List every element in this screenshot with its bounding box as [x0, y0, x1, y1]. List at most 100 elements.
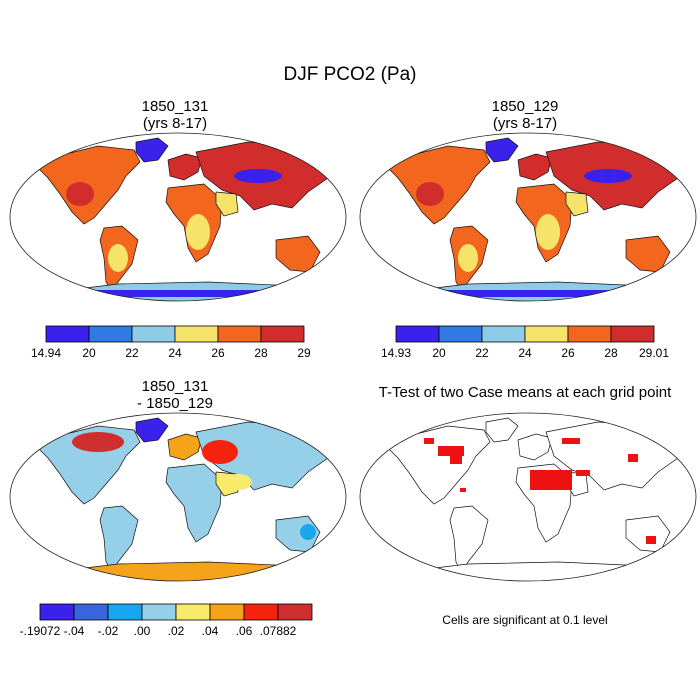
colorbar-label: 28: [604, 346, 618, 360]
map-border: [9, 412, 347, 582]
data-region: [458, 244, 478, 272]
colorbar-swatch: [45, 325, 90, 343]
colorbar-swatch: [217, 325, 262, 343]
panel-title-top-right: 1850_129 (yrs 8-17): [425, 98, 625, 132]
data-region: [224, 474, 252, 490]
colorbar-label: 29.01: [639, 346, 669, 360]
colorbar-swatch: [438, 325, 483, 343]
land-arabia: [565, 191, 589, 217]
colorbar-swatch: [481, 325, 526, 343]
colorbar-label: 20: [82, 346, 96, 360]
land-europe: [517, 153, 553, 181]
colorbar-label: .07882: [260, 624, 297, 638]
data-region: [58, 290, 298, 297]
data-region: [628, 454, 638, 462]
data-region: [530, 470, 572, 490]
colorbar-label: 20: [432, 346, 446, 360]
data-region: [416, 182, 444, 206]
map-bottom-right: [359, 412, 697, 582]
data-region: [562, 438, 580, 444]
colorbar-label: -.19072: [20, 624, 61, 638]
colorbar-label: 24: [518, 346, 532, 360]
colorbar-swatch: [174, 325, 219, 343]
data-region: [234, 169, 282, 183]
colorbar-swatch: [88, 325, 133, 343]
panel-title-bottom-left: 1850_131 - 1850_129: [75, 378, 275, 412]
data-region: [450, 456, 462, 464]
colorbar-label: -.02: [98, 624, 119, 638]
data-region: [646, 536, 656, 544]
colorbar-label: 26: [211, 346, 225, 360]
land-greenland: [135, 137, 169, 163]
colorbar-swatch: [524, 325, 569, 343]
panel-title-line1: 1850_129: [491, 98, 559, 115]
data-region: [408, 290, 648, 297]
panel-title-line1: 1850_131: [141, 98, 209, 115]
colorbar-label: .04: [202, 624, 219, 638]
colorbar-swatch: [107, 603, 143, 621]
colorbar-label: 14.93: [381, 346, 411, 360]
colorbar-bottom-left: -.19072 -.04 -.02 .00 .02 .04 .06 .07882: [20, 603, 313, 638]
data-region: [300, 524, 316, 540]
colorbar-swatch: [567, 325, 612, 343]
colorbar-swatch: [141, 603, 177, 621]
colorbar-top-right: 14.93 20 22 24 26 28 29.01: [381, 325, 669, 360]
data-region: [536, 214, 560, 250]
colorbar-swatch: [131, 325, 176, 343]
colorbar-label: .06: [236, 624, 253, 638]
data-region: [576, 470, 590, 476]
data-region: [460, 488, 466, 492]
data-region: [72, 432, 124, 452]
land-greenland: [135, 417, 169, 443]
colorbar-swatch: [209, 603, 245, 621]
panel-title-line2: (yrs 8-17): [142, 115, 208, 132]
panel-title-line2: - 1850_129: [137, 395, 213, 412]
colorbar-label: 22: [125, 346, 139, 360]
colorbar-swatch: [395, 325, 440, 343]
colorbar-swatch: [610, 325, 655, 343]
colorbar-label: 22: [475, 346, 489, 360]
land-arabia: [215, 191, 239, 217]
data-region: [438, 446, 464, 456]
colorbar-label: -.04: [64, 624, 85, 638]
colorbar-label: 26: [561, 346, 575, 360]
figure-title: DJF PCO2 (Pa): [283, 64, 417, 85]
colorbar-swatch: [243, 603, 279, 621]
colorbar-label: 24: [168, 346, 182, 360]
panel-title-top-left: 1850_131 (yrs 8-17): [75, 98, 275, 132]
map-top-left: [9, 132, 347, 302]
data-region: [186, 214, 210, 250]
land-namerica: [385, 425, 491, 505]
colorbar-swatch: [175, 603, 211, 621]
land-nz: [327, 549, 337, 563]
colorbar-label: 14.94: [31, 346, 61, 360]
map-border: [9, 132, 347, 302]
map-top-right: [359, 132, 697, 302]
data-region: [202, 440, 238, 464]
land-greenland: [485, 417, 519, 443]
land-nz: [677, 269, 687, 283]
colorbar-swatch: [73, 603, 109, 621]
colorbar-swatch: [39, 603, 75, 621]
land-greenland: [485, 137, 519, 163]
data-region: [108, 244, 128, 272]
panel-title-line2: (yrs 8-17): [492, 115, 558, 132]
land-europe: [167, 433, 203, 461]
colorbar-top-left: 14.94 20 22 24 26 28 29: [31, 325, 311, 360]
colorbar-label: .00: [134, 624, 151, 638]
land-europe: [167, 153, 203, 181]
significance-note: Cells are significant at 0.1 level: [442, 613, 608, 627]
map-border: [359, 132, 697, 302]
data-region: [66, 182, 94, 206]
data-region: [424, 438, 434, 444]
data-region: [584, 169, 632, 183]
land-europe: [517, 433, 553, 461]
map-bottom-left: [9, 412, 347, 582]
colorbar-label: 28: [254, 346, 268, 360]
land-nz: [677, 549, 687, 563]
colorbar-label: 29: [297, 346, 311, 360]
land-nz: [327, 269, 337, 283]
panel-title-bottom-right: T-Test of two Case means at each grid po…: [378, 384, 672, 401]
colorbar-swatch: [277, 603, 313, 621]
colorbar-swatch: [260, 325, 305, 343]
